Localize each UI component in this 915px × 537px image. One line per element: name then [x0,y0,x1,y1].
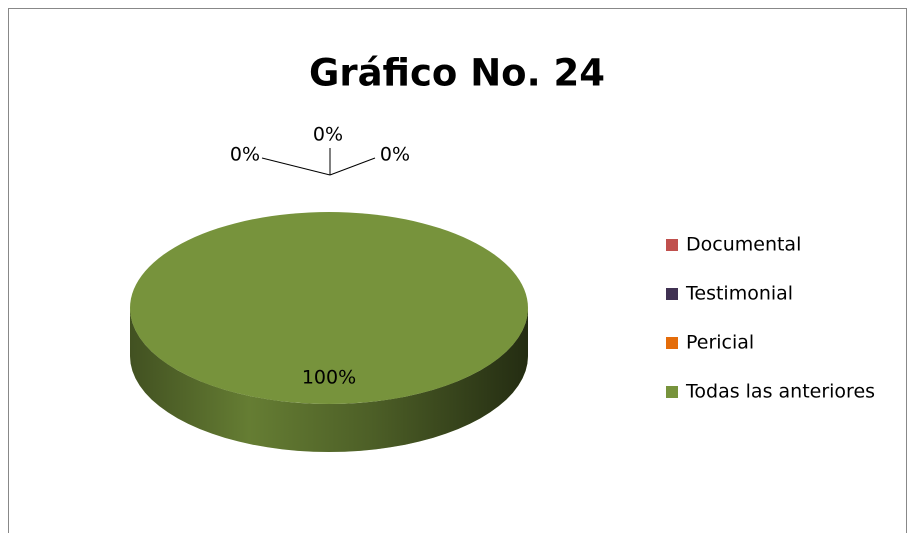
chart-title: Gráfico No. 24 [309,52,605,95]
legend-label: Testimonial [685,283,793,305]
legend-label: Pericial [686,332,754,354]
leader-line [261,157,331,176]
data-label: 0% [230,144,260,166]
legend-label: Todas las anteriores [685,381,875,403]
data-label: 100% [302,367,356,389]
legend-swatch [666,288,678,300]
data-label: 0% [380,144,410,166]
leader-line [329,157,376,176]
pie-slice [130,212,528,404]
data-label: 0% [313,124,343,146]
pie-side-shade [130,308,528,452]
legend-label: Documental [686,234,801,256]
legend-swatch [666,337,678,349]
legend-swatch [666,386,678,398]
legend-swatch [666,239,678,251]
